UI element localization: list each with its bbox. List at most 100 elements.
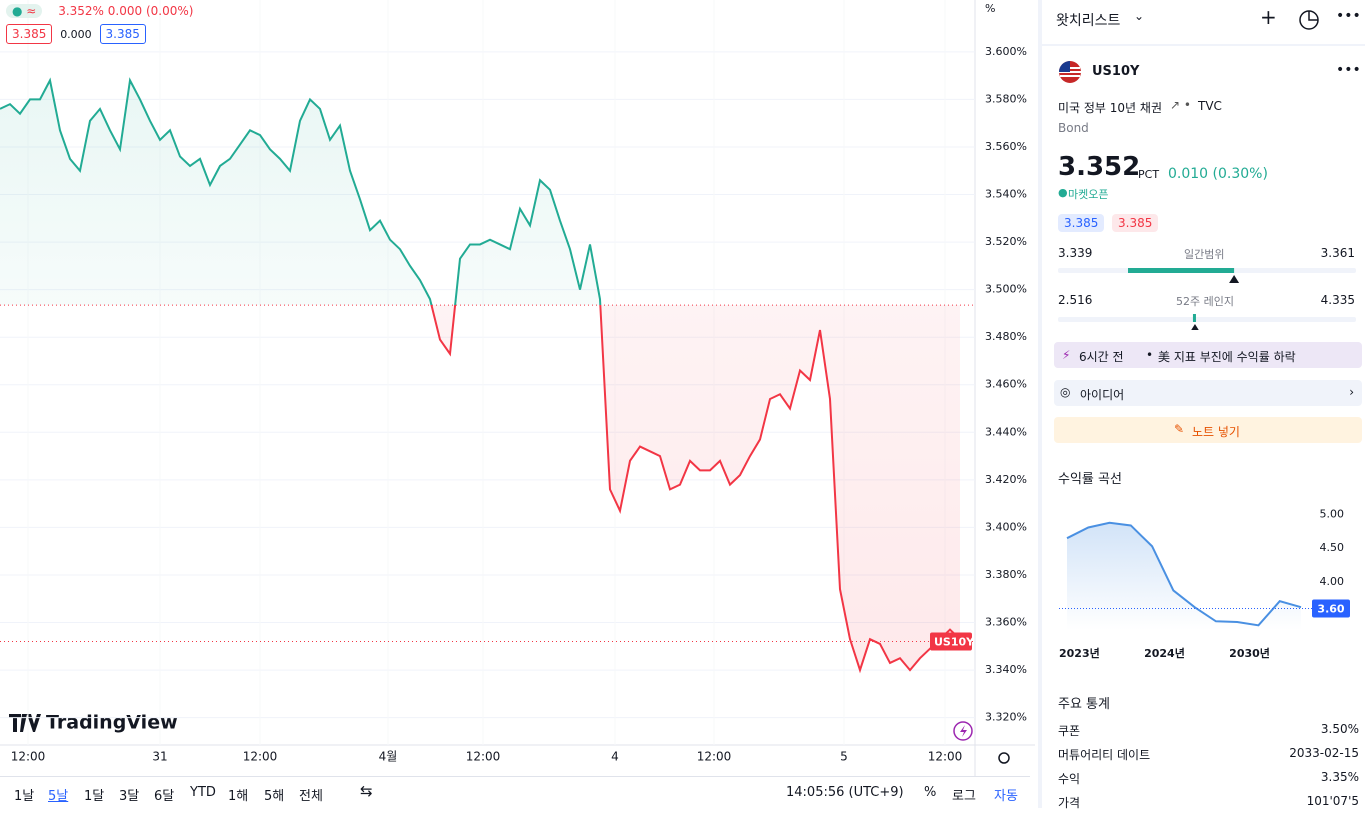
- bottom-toolbar: 1날 5날 1달 3달 6달 YTD 1해 5해 전체 ⇆ 14:05:56 (UTC+9)% 로그 자…: [0, 776, 1030, 809]
- price-tag: US10Y: [930, 632, 975, 651]
- y-tick-label: 3.540%: [985, 188, 1027, 201]
- stat-row: 머튜어리티 데이트 2033-02-15: [1058, 746, 1359, 770]
- ideas-button[interactable]: ◎ 아이디어 ›: [1054, 380, 1362, 406]
- timeframe-button[interactable]: 6달: [154, 789, 175, 804]
- current-tag: [1312, 599, 1350, 618]
- news-box[interactable]: ⚡ 6시간 전 • 美 지표 부진에 수익률 하락: [1054, 342, 1362, 368]
- x-tick-label: 2030년: [1229, 646, 1270, 660]
- note-icon: ✎: [1174, 422, 1185, 436]
- x-tick-label: 2024년: [1144, 646, 1185, 660]
- ideas-label: 아이디어: [1080, 388, 1125, 402]
- range-track: [1058, 317, 1356, 322]
- price-tag-label: US10Y: [934, 636, 975, 649]
- market-status: 마켓오픈: [1068, 188, 1109, 201]
- y-tick-label: 3.360%: [985, 616, 1027, 629]
- divider: [1042, 44, 1365, 46]
- stat-row: 쿠폰 3.50%: [1058, 722, 1359, 746]
- timeframe-button[interactable]: 1날: [14, 789, 35, 804]
- x-tick-label: 5: [840, 750, 848, 764]
- y-tick-label: 3.600%: [985, 45, 1027, 58]
- day-high: 3.361: [1320, 246, 1355, 260]
- dropdown-icon[interactable]: ⌄: [1134, 9, 1145, 23]
- day-low: 3.339: [1058, 246, 1093, 260]
- lightning-glyph: [960, 725, 967, 737]
- scale-button[interactable]: 자동: [994, 789, 1018, 804]
- instrument-kind: Bond: [1058, 121, 1089, 135]
- chevron: ›: [1349, 385, 1354, 399]
- news-dot: •: [1146, 348, 1154, 362]
- stat-value: 2033-02-15: [1289, 746, 1359, 760]
- stat-value: 101'07'5: [1306, 794, 1359, 808]
- stat-row: 가격 101'07'5: [1058, 794, 1359, 818]
- settings-icon[interactable]: [998, 752, 1010, 764]
- price-tag-bg: [930, 632, 972, 651]
- timeframe-button[interactable]: 전체: [299, 789, 323, 804]
- y-tick-label: 3.340%: [985, 663, 1027, 676]
- curve-title: 수익률 곡선: [1058, 472, 1122, 487]
- y-tick-label: 4.50: [1320, 541, 1345, 554]
- price-change: 0.010 (0.30%): [1168, 166, 1268, 182]
- x-tick-label: 12:00: [928, 750, 963, 764]
- year-low: 2.516: [1058, 293, 1093, 307]
- more-icon[interactable]: •••: [1336, 8, 1361, 24]
- status-pill[interactable]: ● ≈: [6, 4, 43, 18]
- timeframe-button[interactable]: YTD: [190, 785, 216, 800]
- legend-bid[interactable]: 3.385: [6, 24, 53, 44]
- timeframe-button[interactable]: 5해: [264, 789, 285, 804]
- y-tick-label: 3.420%: [985, 473, 1027, 486]
- stat-label: 머튜어리티 데이트: [1058, 748, 1151, 762]
- year-range-label: 52주 레인지: [1176, 295, 1234, 308]
- external-link-icon[interactable]: ↗ •: [1170, 98, 1191, 112]
- stats-title: 주요 통계: [1058, 697, 1110, 712]
- symbol[interactable]: US10Y: [1092, 64, 1140, 79]
- add-icon[interactable]: +: [1260, 5, 1277, 29]
- scale-button[interactable]: 로그: [952, 789, 976, 804]
- y-tick-label: 3.560%: [985, 140, 1027, 153]
- baseline-area: [0, 80, 960, 671]
- note-button[interactable]: ✎ 노트 넣기: [1054, 417, 1362, 443]
- lightning-icon[interactable]: [953, 721, 973, 741]
- description[interactable]: 미국 정부 10년 채권: [1058, 101, 1162, 115]
- watchlist-panel: 왓치리스트 ⌄ + ••• US10Y ••• 미국 정부 10년 채권 ↗ •…: [1038, 0, 1365, 810]
- y-tick-label: 3.480%: [985, 330, 1027, 343]
- logo: TradingView: [9, 712, 178, 734]
- range-bars: [1058, 268, 1356, 330]
- axis-unit: %: [985, 2, 995, 15]
- stats-table: 쿠폰 3.50% 머튜어리티 데이트 2033-02-15 수익 3.35% 가격 101'0…: [1058, 722, 1359, 818]
- timeframe-button[interactable]: 3달: [119, 789, 140, 804]
- timeframe-button[interactable]: 1해: [228, 789, 249, 804]
- timeframe-button[interactable]: 1달: [84, 789, 105, 804]
- clock: 14:05:56 (UTC+9): [786, 785, 904, 800]
- note-label: 노트 넣기: [1192, 425, 1240, 439]
- legend-price: 3.352%: [58, 4, 104, 18]
- range-fill: [1192, 314, 1196, 322]
- stat-label: 쿠폰: [1058, 724, 1081, 738]
- price-unit: PCT: [1138, 168, 1160, 181]
- stat-row: 수익 3.35%: [1058, 770, 1359, 794]
- price-chart: % TradingView 3.320% 3.340% 3.360% 3.380% 3.…: [0, 0, 1035, 776]
- x-tick-label: 12:00: [11, 750, 46, 764]
- y-tick-label: 4.00: [1320, 575, 1345, 588]
- ideas-icon: ◎: [1060, 385, 1071, 399]
- price-line: [0, 77, 961, 674]
- x-tick-label: 31: [152, 750, 167, 764]
- x-tick-label: 12:00: [243, 750, 278, 764]
- yield-curve: 4.00 4.50 5.00 2023년 2024년 2030년 3.60: [1059, 508, 1350, 660]
- y-tick-label: 3.580%: [985, 92, 1027, 105]
- x-tick-label: 12:00: [697, 750, 732, 764]
- news-time: 6시간 전: [1079, 350, 1124, 364]
- legend-spread: 0.000: [60, 28, 92, 41]
- timeframe-button[interactable]: 5날: [48, 789, 69, 804]
- day-range-label: 일간범위: [1184, 248, 1225, 261]
- watchlist-title[interactable]: 왓치리스트: [1056, 13, 1121, 29]
- x-tick-label: 12:00: [466, 750, 501, 764]
- more-icon[interactable]: •••: [1336, 62, 1361, 78]
- bid: 3.385: [1058, 214, 1105, 232]
- y-tick-label: 3.440%: [985, 425, 1027, 438]
- scale-button[interactable]: %: [924, 785, 937, 800]
- news-icon: ⚡: [1062, 348, 1071, 362]
- legend-ask[interactable]: 3.385: [99, 24, 146, 44]
- x-tick-label: 4월: [379, 750, 398, 764]
- pie-icon[interactable]: [1298, 9, 1320, 31]
